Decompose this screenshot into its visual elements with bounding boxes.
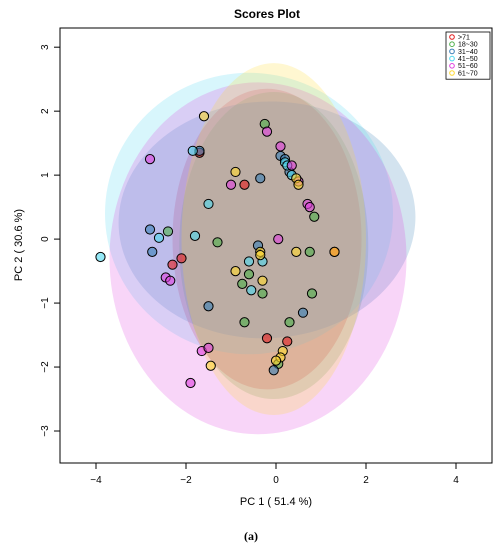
point-series-1-3 [237, 278, 248, 289]
point-series-5-10 [329, 246, 340, 257]
legend-label-5: 61~70 [458, 70, 478, 77]
point-series-4-13 [304, 202, 315, 213]
ellipse-series-0 [172, 88, 362, 390]
point-series-4-8 [275, 141, 286, 152]
x-axis-label: PC 1 ( 51.4 %) [240, 496, 312, 508]
point-series-3-0 [95, 251, 106, 263]
legend-label-1: 18~30 [458, 42, 478, 49]
y-axis-label: PC 2 ( 30.6 %) [13, 209, 25, 281]
point-series-0-0 [176, 253, 187, 264]
point-series-3-3 [203, 198, 214, 210]
point-series-1-9 [304, 246, 315, 257]
x-tick-label-0: −4 [90, 475, 102, 486]
legend-marker-1 [449, 41, 455, 48]
point-series-2-9 [268, 365, 279, 376]
point-series-2-7 [203, 301, 214, 312]
point-series-0-4 [261, 333, 273, 344]
point-series-2-8 [297, 307, 309, 318]
x-tick-label-4: 4 [453, 475, 459, 486]
chart-title: Scores Plot [234, 7, 300, 21]
point-series-3-6 [246, 285, 257, 296]
y-tick-label-6: 3 [40, 44, 51, 50]
legend-marker-2 [449, 48, 455, 55]
y-tick-label-2: −1 [40, 297, 51, 309]
legend-label-4: 51~60 [458, 63, 478, 70]
point-series-5-5 [257, 275, 268, 286]
ellipse-series-1 [179, 91, 369, 400]
score-points [95, 111, 340, 389]
x-axis: −4 −2 0 2 4 [90, 463, 459, 486]
point-series-5-4 [255, 249, 266, 261]
point-series-4-3 [225, 179, 237, 190]
x-tick-label-2: 0 [273, 475, 279, 486]
point-series-3-4 [189, 230, 201, 242]
y-axis: −3 −2 −1 0 1 2 3 [40, 44, 60, 437]
point-series-2-10 [255, 173, 266, 184]
y-tick-label-5: 2 [40, 108, 51, 114]
point-series-0-2 [239, 179, 250, 190]
point-series-5-11 [205, 360, 216, 371]
point-series-0-1 [167, 259, 178, 270]
point-series-4-4 [185, 377, 196, 389]
point-series-1-10 [306, 288, 318, 299]
ellipse-series-3 [105, 72, 393, 355]
y-tick-label-3: 0 [40, 236, 51, 242]
legend-label-2: 31~40 [458, 49, 478, 56]
point-series-0-5 [282, 336, 293, 347]
x-tick-label-1: −2 [180, 475, 192, 486]
point-series-4-6 [203, 342, 214, 353]
point-series-4-10 [286, 160, 297, 171]
point-series-3-1 [153, 232, 165, 243]
legend-marker-5 [449, 70, 455, 76]
point-series-5-2 [230, 265, 241, 277]
legend-marker-4 [449, 63, 455, 69]
point-series-5-13 [270, 355, 282, 366]
point-series-5-0 [198, 111, 210, 122]
figure-caption: (a) [244, 529, 258, 543]
point-series-3-2 [187, 145, 198, 156]
x-tick-label-3: 2 [363, 475, 369, 486]
point-series-2-0 [144, 224, 156, 235]
legend-marker-3 [449, 55, 455, 62]
legend-marker-0 [449, 34, 455, 40]
point-series-1-11 [309, 211, 320, 222]
point-series-4-9 [261, 126, 273, 137]
y-tick-label-0: −3 [40, 425, 51, 437]
point-series-5-7 [291, 246, 302, 257]
point-series-1-6 [239, 317, 250, 328]
ellipse-series-2 [118, 101, 416, 339]
point-series-4-2 [165, 275, 176, 286]
y-tick-label-4: 1 [40, 172, 51, 178]
point-series-5-1 [230, 166, 241, 178]
point-series-1-8 [284, 317, 295, 328]
point-series-4-0 [144, 154, 156, 165]
point-series-1-4 [243, 269, 255, 280]
y-tick-label-1: −2 [40, 361, 51, 373]
point-series-1-5 [257, 288, 268, 299]
legend-label-0: >71 [458, 34, 470, 41]
point-series-3-5 [243, 256, 255, 267]
point-series-1-1 [162, 226, 174, 237]
legend-label-3: 41~50 [458, 56, 478, 63]
point-series-4-7 [273, 234, 284, 245]
point-series-2-1 [147, 246, 158, 257]
point-series-1-2 [212, 237, 223, 248]
point-series-5-9 [293, 179, 304, 190]
